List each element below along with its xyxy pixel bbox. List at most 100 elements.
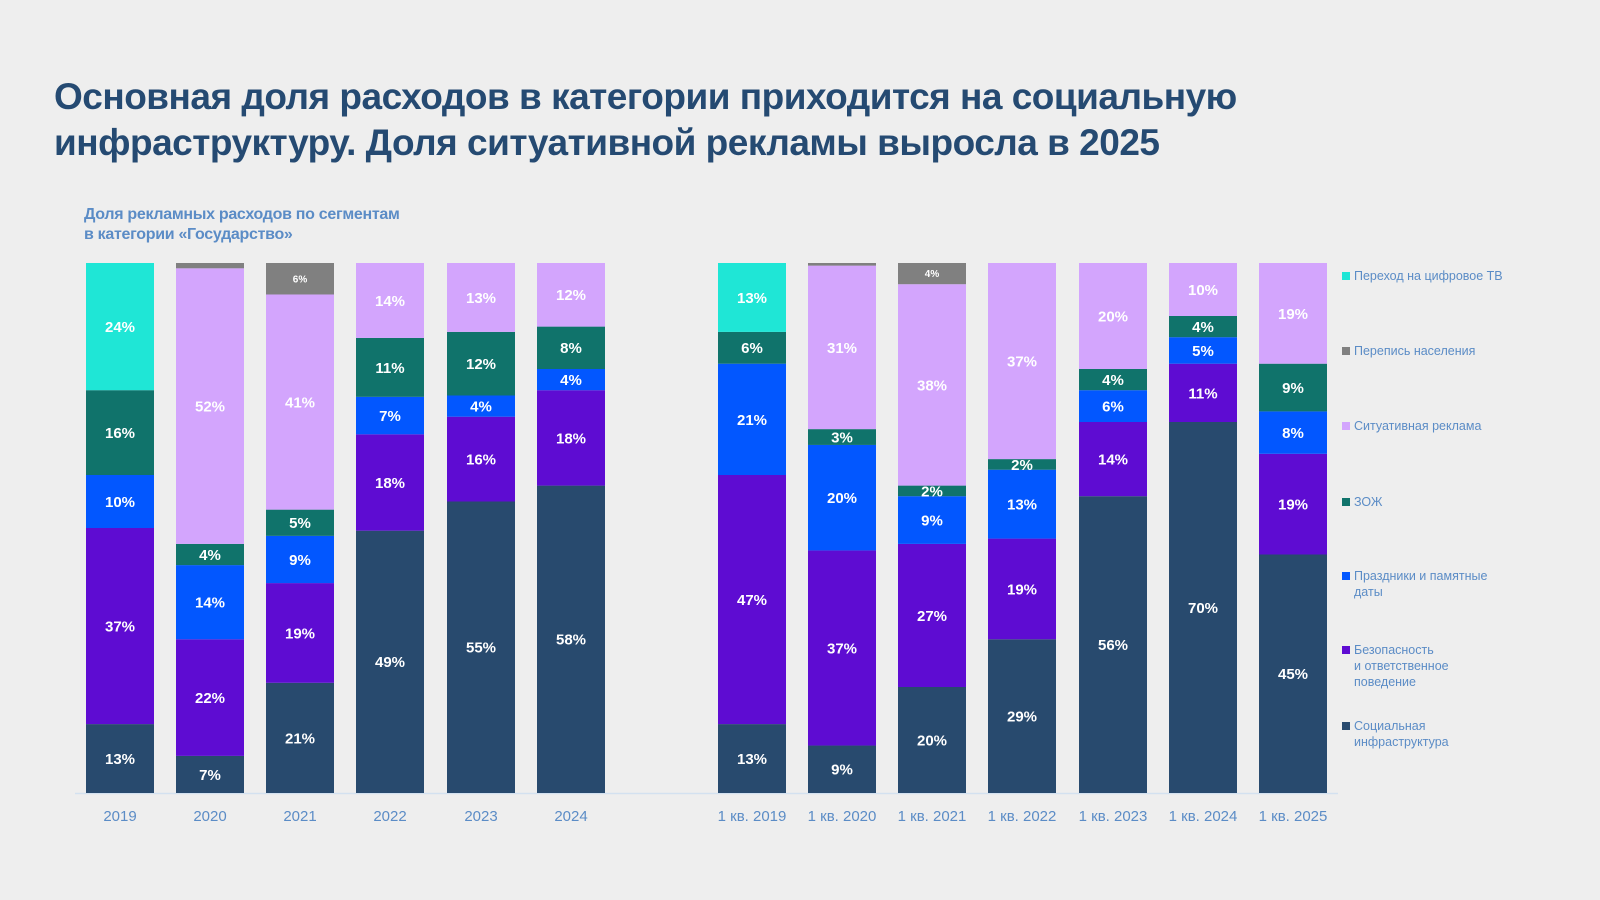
bar-segment (537, 369, 605, 391)
title-line-1: Основная доля расходов в категории прихо… (54, 76, 1237, 117)
bar-segment (176, 639, 244, 756)
legend-item: Праздники и памятные даты (1342, 568, 1554, 600)
legend-label: Безопасность и ответственное поведение (1354, 643, 1449, 689)
data-label: 7% (379, 408, 401, 425)
data-label: 12% (556, 287, 586, 304)
bar-segment (988, 459, 1056, 470)
legend-swatch-icon (1342, 722, 1350, 730)
data-label: 4% (470, 399, 492, 416)
data-label: 14% (195, 595, 225, 612)
legend-item: Безопасность и ответственное поведение (1342, 642, 1554, 690)
x-tick-label: 1 кв. 2024 (1169, 808, 1238, 825)
legend-item: Ситуативная реклама (1342, 418, 1554, 434)
data-label: 70% (1188, 600, 1218, 617)
bar-segment (898, 485, 966, 497)
bar-segment (988, 639, 1056, 793)
bar-stack: 21% 19% 9% 5% 41% 6% (266, 263, 334, 793)
data-label: 16% (466, 452, 496, 469)
x-tick-label: 1 кв. 2023 (1079, 808, 1148, 825)
data-label: 10% (1188, 282, 1218, 299)
data-label: 47% (737, 592, 767, 609)
bar-segment (537, 263, 605, 327)
legend-swatch-icon (1342, 498, 1350, 506)
data-label: 2% (1011, 457, 1033, 474)
bar-segment (808, 265, 876, 430)
data-label: 9% (831, 762, 853, 779)
bar-segment (86, 263, 154, 391)
data-label: 5% (289, 515, 311, 532)
bar-stack: 13% 47% 21% 6% 13% (718, 263, 786, 793)
data-label: 6% (293, 274, 308, 285)
data-label: 31% (827, 340, 857, 357)
data-label: 19% (1278, 497, 1308, 514)
legend-swatch-icon (1342, 347, 1350, 355)
data-label: 14% (1098, 452, 1128, 469)
data-label: 4% (925, 269, 940, 280)
subtitle-line-1: Доля рекламных расходов по сегментам (84, 206, 400, 223)
legend-item: Социальная инфраструктура (1342, 718, 1554, 750)
data-label: 4% (560, 372, 582, 389)
bar-segment (1079, 369, 1147, 391)
bar-segment (898, 543, 966, 687)
data-label: 38% (917, 377, 947, 394)
data-label: 6% (1102, 399, 1124, 416)
bar-segment (356, 263, 424, 338)
bar-segment (176, 543, 244, 566)
bar-segment (988, 263, 1056, 460)
bar-stack: 9% 37% 20% 3% 31% (808, 263, 876, 793)
bar-segment (718, 363, 786, 475)
data-label: 20% (1098, 308, 1128, 325)
data-label: 18% (375, 475, 405, 492)
bar-segment (898, 687, 966, 793)
bar-segment (718, 724, 786, 793)
data-label: 56% (1098, 637, 1128, 654)
data-label: 37% (827, 640, 857, 657)
data-label: 55% (466, 640, 496, 657)
x-tick-label: 2022 (373, 808, 406, 825)
bar-segment (1079, 390, 1147, 422)
bar-segment (1169, 363, 1237, 422)
data-label: 20% (917, 732, 947, 749)
data-label: 29% (1007, 709, 1037, 726)
bar-segment (176, 565, 244, 640)
bar-segment (176, 263, 244, 269)
data-label: 52% (195, 399, 225, 416)
x-tick-label: 2023 (464, 808, 497, 825)
bar-segment (1259, 453, 1327, 555)
legend-swatch-icon (1342, 572, 1350, 580)
data-label: 2% (921, 483, 943, 500)
legend-item: ЗОЖ (1342, 494, 1554, 510)
bar-segment (808, 745, 876, 793)
bar-segment (1169, 263, 1237, 316)
bar-segment (356, 396, 424, 435)
bar-segment (1259, 263, 1327, 364)
x-tick-label: 1 кв. 2022 (988, 808, 1057, 825)
data-label: 13% (737, 751, 767, 768)
bar-stack: 56% 14% 6% 4% 20% (1079, 263, 1147, 793)
bar-segment (447, 416, 515, 502)
data-label: 13% (105, 751, 135, 768)
bar-segment (266, 294, 334, 510)
bar-stack: 7% 22% 14% 4% 52% (176, 263, 244, 793)
data-label: 4% (1102, 372, 1124, 389)
x-tick-label: 2024 (554, 808, 587, 825)
data-label: 8% (1282, 425, 1304, 442)
bar-stack: 70% 11% 5% 4% 10% (1169, 263, 1237, 793)
bar-segment (988, 469, 1056, 539)
bar-segment (537, 485, 605, 793)
bar-stack: 58% 18% 4% 8% 12% (537, 263, 605, 793)
bar-segment (808, 444, 876, 551)
bar-segment (447, 395, 515, 417)
bar-segment (1079, 422, 1147, 497)
data-label: 21% (737, 412, 767, 429)
bar-segment (86, 528, 154, 725)
bar-segment (808, 263, 876, 266)
x-tick-label: 1 кв. 2020 (808, 808, 877, 825)
bar-segment (356, 530, 424, 793)
bar-segment (898, 284, 966, 486)
bar-segment (537, 390, 605, 486)
data-label: 19% (1278, 306, 1308, 323)
data-label: 8% (560, 340, 582, 357)
bar-segment (176, 755, 244, 793)
